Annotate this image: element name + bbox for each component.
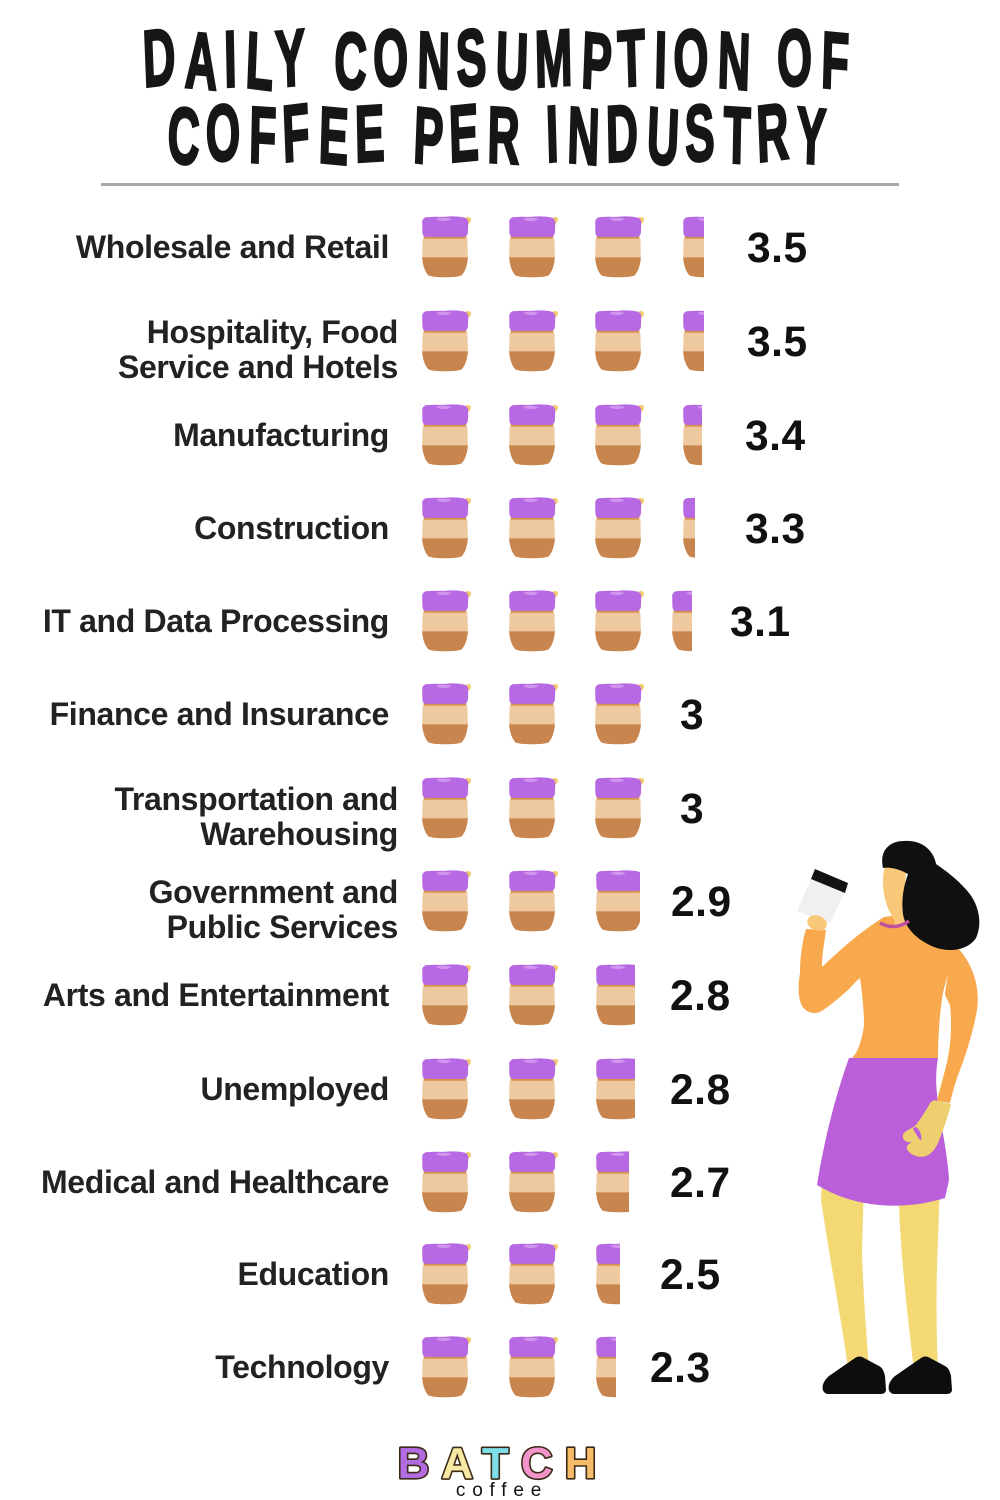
svg-text:BATCH: BATCH [398, 1439, 609, 1488]
svg-text:COFFEE PER INDUSTRY: COFFEE PER INDUSTRY [166, 88, 837, 182]
svg-text:coffee: coffee [456, 1480, 548, 1500]
